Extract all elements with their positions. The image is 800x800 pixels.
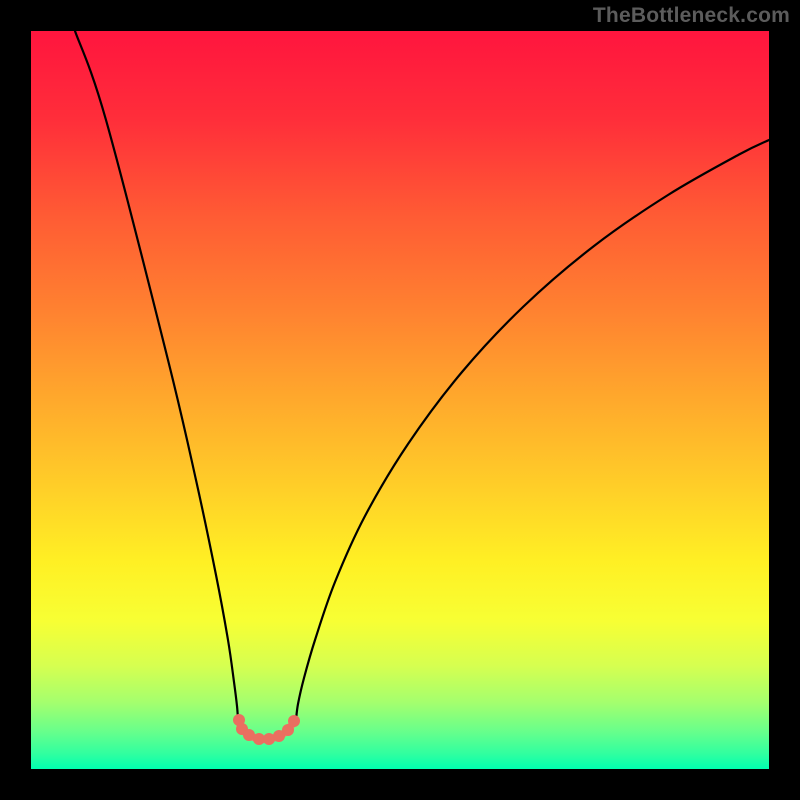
chart-svg: [0, 0, 800, 800]
chart-container: TheBottleneck.com: [0, 0, 800, 800]
plot-area: [31, 31, 769, 769]
watermark-text: TheBottleneck.com: [593, 4, 790, 28]
necklace-bead: [288, 715, 300, 727]
